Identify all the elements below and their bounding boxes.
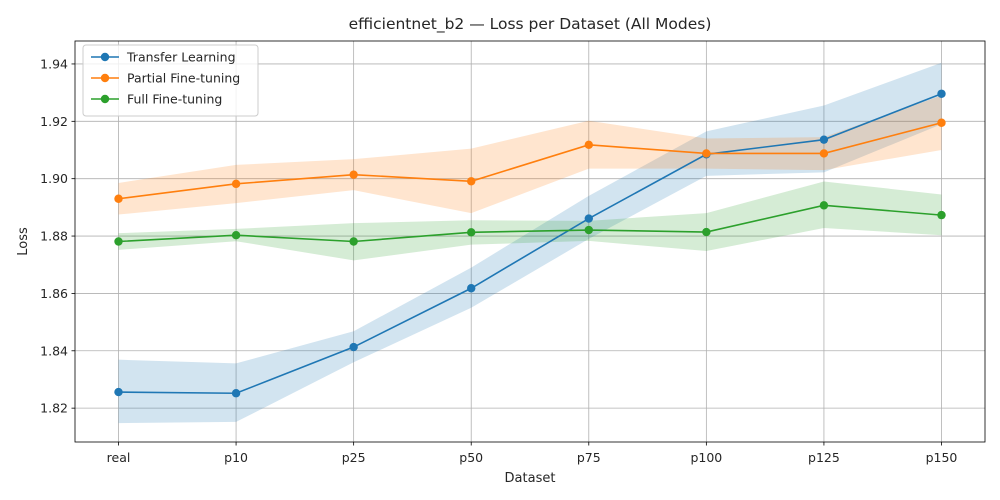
x-tick-label: p150 [926, 450, 958, 465]
data-point [231, 389, 241, 398]
y-tick-label: 1.94 [40, 56, 68, 71]
series-points [114, 89, 946, 398]
legend-label: Partial Fine-tuning [127, 71, 240, 86]
legend-box [82, 44, 259, 117]
data-point [702, 149, 711, 158]
series-line [118, 121, 942, 200]
data-point [702, 227, 711, 237]
y-tick-label: 1.82 [40, 401, 68, 416]
data-point [231, 230, 241, 240]
series-line [118, 93, 942, 395]
data-point [349, 237, 358, 246]
y-axis-ticks: 1.82 1.84 1.86 1.88 1.90 1.92 1.94 [40, 56, 75, 416]
x-tick-label: p25 [342, 450, 366, 465]
legend-marker [100, 52, 110, 62]
y-axis-label: Loss [16, 227, 31, 256]
data-point [467, 228, 476, 237]
x-tick-label: p125 [808, 450, 840, 465]
x-tick-label: p100 [690, 450, 722, 465]
plot-frame [74, 40, 986, 443]
data-point [349, 170, 358, 179]
x-axis-ticks: real p10 p25 p50 p75 p100 p125 p150 [107, 442, 958, 465]
legend: Transfer Learning Partial Fine-tuning Full… [82, 44, 259, 117]
grid-lines [75, 41, 985, 442]
x-tick-label: p75 [577, 450, 601, 465]
data-point [349, 342, 358, 352]
legend-marker [100, 94, 110, 104]
data-point [819, 135, 829, 144]
legend-marker [100, 73, 110, 83]
data-point [114, 237, 123, 246]
data-point [584, 140, 593, 150]
data-point [819, 149, 829, 158]
y-tick-label: 1.86 [40, 286, 68, 301]
data-point [114, 387, 123, 397]
x-axis-label: Dataset [505, 471, 556, 486]
data-point [114, 194, 123, 203]
data-point [937, 118, 946, 127]
legend-label: Full Fine-tuning [127, 92, 222, 107]
y-tick-label: 1.90 [40, 171, 68, 186]
x-tick-label: real [107, 450, 131, 465]
data-point [467, 284, 476, 293]
data-point [937, 89, 946, 98]
y-tick-label: 1.92 [40, 114, 68, 129]
data-point [937, 210, 946, 220]
chart-title: efficientnet_b2 — Loss per Dataset (All … [349, 15, 712, 34]
data-point [467, 177, 476, 186]
series-line [118, 204, 942, 243]
legend-label: Transfer Learning [126, 50, 236, 65]
y-tick-label: 1.84 [40, 343, 68, 358]
data-point [584, 225, 593, 235]
confidence-band [118, 95, 942, 215]
x-tick-label: p10 [224, 450, 248, 465]
data-point [819, 201, 829, 210]
data-point [584, 214, 593, 223]
x-tick-label: p50 [459, 450, 483, 465]
y-tick-label: 1.88 [40, 229, 68, 244]
series-lines [118, 93, 942, 395]
data-point [231, 179, 241, 189]
